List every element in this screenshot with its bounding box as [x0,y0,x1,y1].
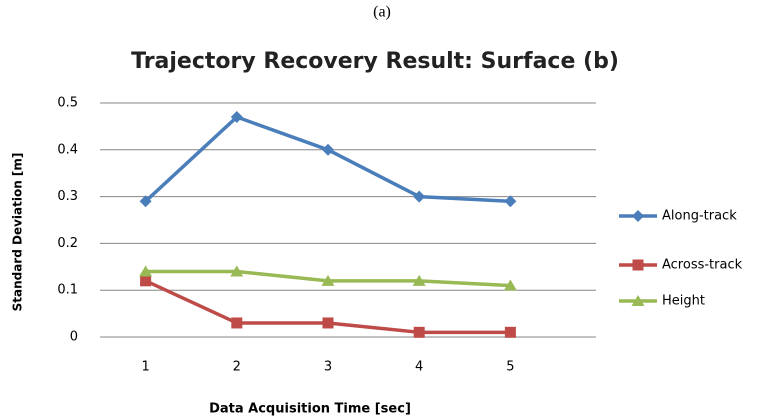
x-tick-label: 5 [506,360,514,375]
legend-label: Across-track [662,258,743,273]
legend-label: Along-track [662,209,737,224]
y-tick-label: 0.1 [57,283,78,298]
marker [504,195,517,208]
marker [230,265,244,277]
marker [140,275,152,287]
y-tick-label: 0.2 [57,236,78,251]
marker [139,195,152,208]
marker [632,259,644,271]
marker [632,210,644,222]
marker [139,265,153,277]
annotation: (a) [373,4,391,21]
x-tick-label: 4 [415,360,423,375]
series-line [144,115,511,204]
chart-title: Trajectory Recovery Result: Surface (b) [131,49,619,74]
marker [231,317,243,329]
marker [322,317,334,329]
y-tick-label: 0.3 [57,189,78,204]
marker [412,274,426,286]
y-tick-label: 0.5 [57,96,78,111]
marker [230,111,243,124]
marker [631,295,645,306]
y-axis-label: Standard Deviation [m] [11,153,25,312]
y-tick-label: 0.4 [57,142,78,157]
x-tick-label: 1 [141,360,149,375]
x-tick-label: 2 [233,360,241,375]
marker [413,190,426,203]
legend-label: Height [662,294,705,309]
marker [503,279,517,291]
marker [504,326,516,338]
marker [413,326,425,338]
y-tick-label: 0 [70,330,78,345]
x-tick-label: 3 [324,360,332,375]
x-axis-label: Data Acquisition Time [sec] [209,402,411,417]
marker [322,143,334,156]
marker [321,274,335,286]
